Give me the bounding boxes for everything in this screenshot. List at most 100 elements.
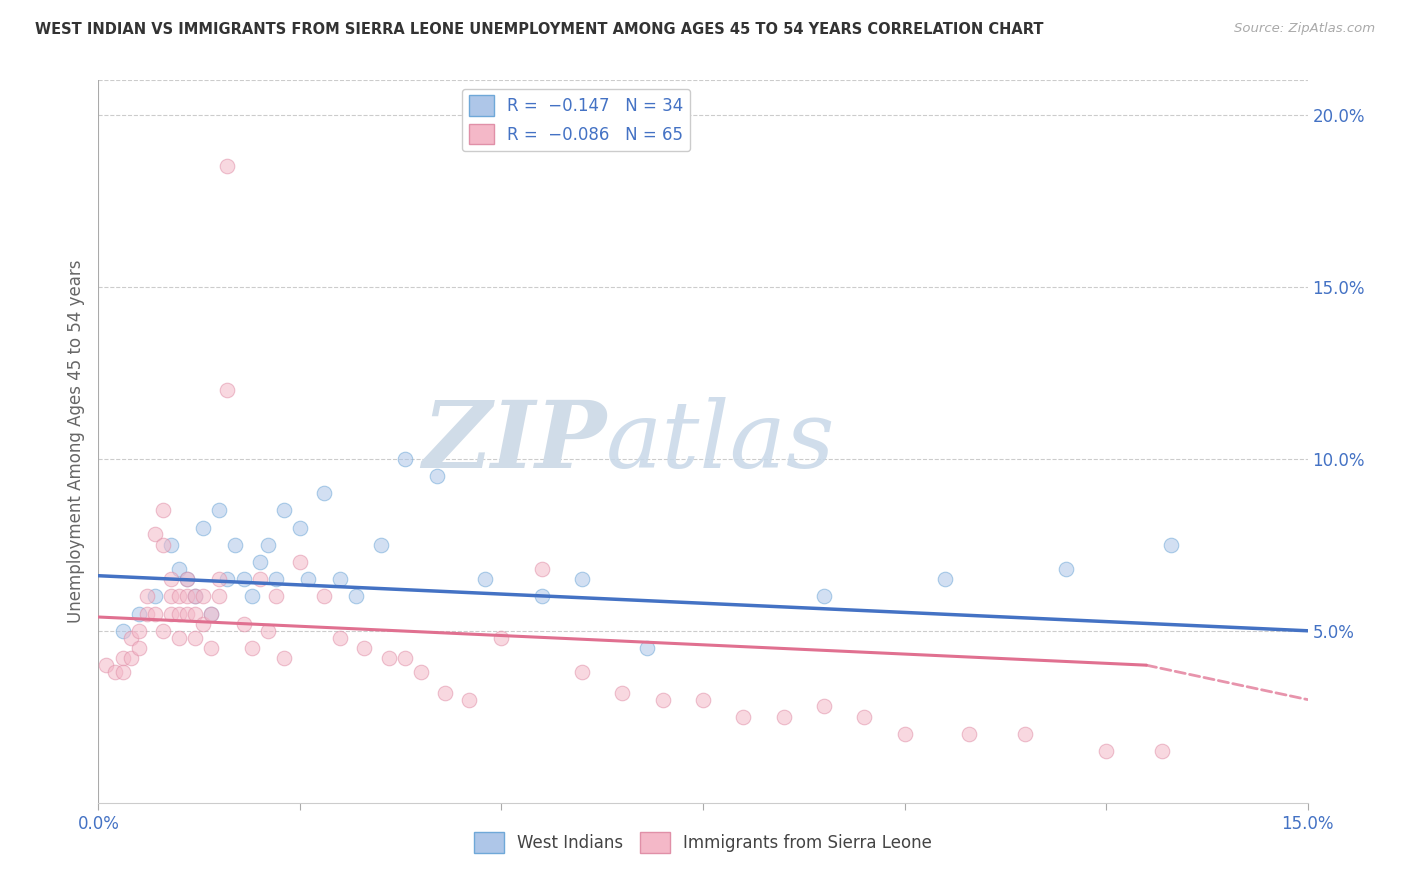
Text: ZIP: ZIP <box>422 397 606 486</box>
Point <box>934 572 956 586</box>
Point <box>111 651 134 665</box>
Point <box>256 624 278 638</box>
Point <box>217 383 239 397</box>
Point <box>394 651 416 665</box>
Point <box>160 590 183 604</box>
Text: Source: ZipAtlas.com: Source: ZipAtlas.com <box>1234 22 1375 36</box>
Point <box>491 631 513 645</box>
Point <box>314 486 336 500</box>
Point <box>135 590 157 604</box>
Point <box>143 527 166 541</box>
Point <box>256 538 278 552</box>
Point <box>167 562 190 576</box>
Point <box>232 616 254 631</box>
Point <box>249 572 271 586</box>
Point <box>160 538 183 552</box>
Point <box>184 607 207 621</box>
Point <box>813 590 835 604</box>
Point <box>426 469 449 483</box>
Point <box>152 538 174 552</box>
Point <box>208 503 231 517</box>
Point <box>103 665 125 679</box>
Point <box>184 590 207 604</box>
Point <box>176 572 198 586</box>
Point <box>160 572 183 586</box>
Point <box>273 503 295 517</box>
Point <box>288 555 311 569</box>
Point <box>193 590 215 604</box>
Point <box>458 692 481 706</box>
Point <box>152 503 174 517</box>
Point <box>434 686 457 700</box>
Point <box>409 665 432 679</box>
Point <box>571 665 593 679</box>
Point <box>217 159 239 173</box>
Point <box>240 590 263 604</box>
Point <box>120 651 142 665</box>
Point <box>813 699 835 714</box>
Y-axis label: Unemployment Among Ages 45 to 54 years: Unemployment Among Ages 45 to 54 years <box>66 260 84 624</box>
Point <box>176 590 198 604</box>
Point <box>143 590 166 604</box>
Point <box>772 710 794 724</box>
Point <box>370 538 392 552</box>
Point <box>530 562 553 576</box>
Point <box>96 658 118 673</box>
Point <box>353 640 375 655</box>
Point <box>232 572 254 586</box>
Point <box>249 555 271 569</box>
Point <box>184 590 207 604</box>
Point <box>474 572 496 586</box>
Point <box>200 607 222 621</box>
Legend: West Indians, Immigrants from Sierra Leone: West Indians, Immigrants from Sierra Leo… <box>467 826 939 860</box>
Point <box>224 538 246 552</box>
Point <box>1054 562 1077 576</box>
Point <box>167 607 190 621</box>
Point <box>128 607 150 621</box>
Point <box>571 572 593 586</box>
Point <box>152 624 174 638</box>
Point <box>264 590 287 604</box>
Point <box>297 572 319 586</box>
Point <box>184 631 207 645</box>
Point <box>893 727 915 741</box>
Point <box>733 710 755 724</box>
Point <box>176 572 198 586</box>
Point <box>193 616 215 631</box>
Point <box>167 631 190 645</box>
Point <box>264 572 287 586</box>
Point <box>636 640 658 655</box>
Point <box>1095 744 1118 758</box>
Point <box>1152 744 1174 758</box>
Point <box>176 607 198 621</box>
Point <box>167 590 190 604</box>
Point <box>329 572 352 586</box>
Point <box>288 520 311 534</box>
Point <box>128 624 150 638</box>
Point <box>329 631 352 645</box>
Point <box>200 607 222 621</box>
Point <box>208 572 231 586</box>
Point <box>217 572 239 586</box>
Point <box>135 607 157 621</box>
Point <box>208 590 231 604</box>
Point <box>651 692 673 706</box>
Point <box>273 651 295 665</box>
Point <box>394 451 416 466</box>
Point <box>160 607 183 621</box>
Point <box>377 651 399 665</box>
Point <box>853 710 876 724</box>
Point <box>314 590 336 604</box>
Point <box>200 640 222 655</box>
Text: atlas: atlas <box>606 397 835 486</box>
Point <box>111 624 134 638</box>
Text: WEST INDIAN VS IMMIGRANTS FROM SIERRA LEONE UNEMPLOYMENT AMONG AGES 45 TO 54 YEA: WEST INDIAN VS IMMIGRANTS FROM SIERRA LE… <box>35 22 1043 37</box>
Point <box>692 692 714 706</box>
Point <box>111 665 134 679</box>
Point <box>240 640 263 655</box>
Point <box>957 727 980 741</box>
Point <box>193 520 215 534</box>
Point <box>143 607 166 621</box>
Point <box>120 631 142 645</box>
Point <box>612 686 634 700</box>
